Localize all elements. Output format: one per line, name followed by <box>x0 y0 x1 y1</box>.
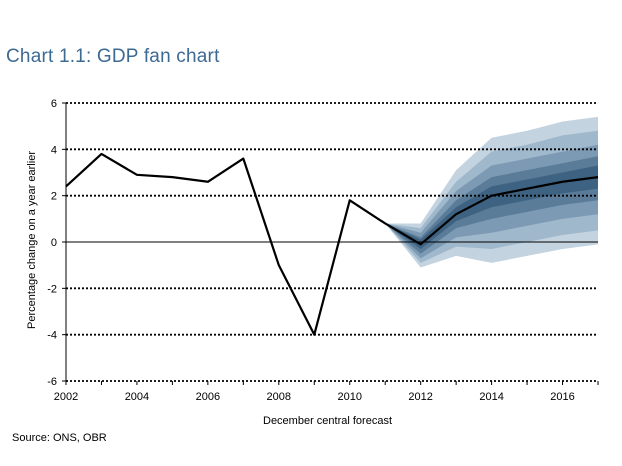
gdp-line-path <box>65 152 599 336</box>
x-tick-label-2012: 2012 <box>408 391 432 403</box>
y-tick-labels: -6 -4 -2 0 2 4 6 <box>47 98 57 388</box>
x-tick-label-2002: 2002 <box>54 391 78 403</box>
x-tick-label-2008: 2008 <box>267 391 291 403</box>
y-tick-label-0: 0 <box>51 237 57 249</box>
y-tick-label--2: -2 <box>47 283 57 295</box>
y-tick-label-6: 6 <box>51 98 57 110</box>
gdp-line <box>65 152 599 336</box>
x-tick-label-2014: 2014 <box>479 391 503 403</box>
y-tick-label--4: -4 <box>47 330 57 342</box>
y-axis-label: Percentage change on a year earlier <box>26 151 38 329</box>
fan-bands <box>385 116 598 268</box>
y-tick-label--6: -6 <box>47 376 57 388</box>
x-tick-labels: 2002 2004 2006 2008 2010 2012 2014 2016 <box>54 391 575 403</box>
source-note: Source: ONS, OBR <box>12 432 107 444</box>
x-tick-label-2004: 2004 <box>125 391 149 403</box>
x-axis-label: December central forecast <box>263 415 392 427</box>
y-tick-label-2: 2 <box>51 191 57 203</box>
chart-title: Chart 1.1: GDP fan chart <box>6 46 220 67</box>
x-tick-label-2006: 2006 <box>196 391 220 403</box>
gridlines <box>66 102 598 382</box>
x-tick-label-2016: 2016 <box>550 391 574 403</box>
axes <box>62 102 599 385</box>
x-tick-label-2010: 2010 <box>337 391 361 403</box>
y-tick-label-4: 4 <box>51 144 57 156</box>
